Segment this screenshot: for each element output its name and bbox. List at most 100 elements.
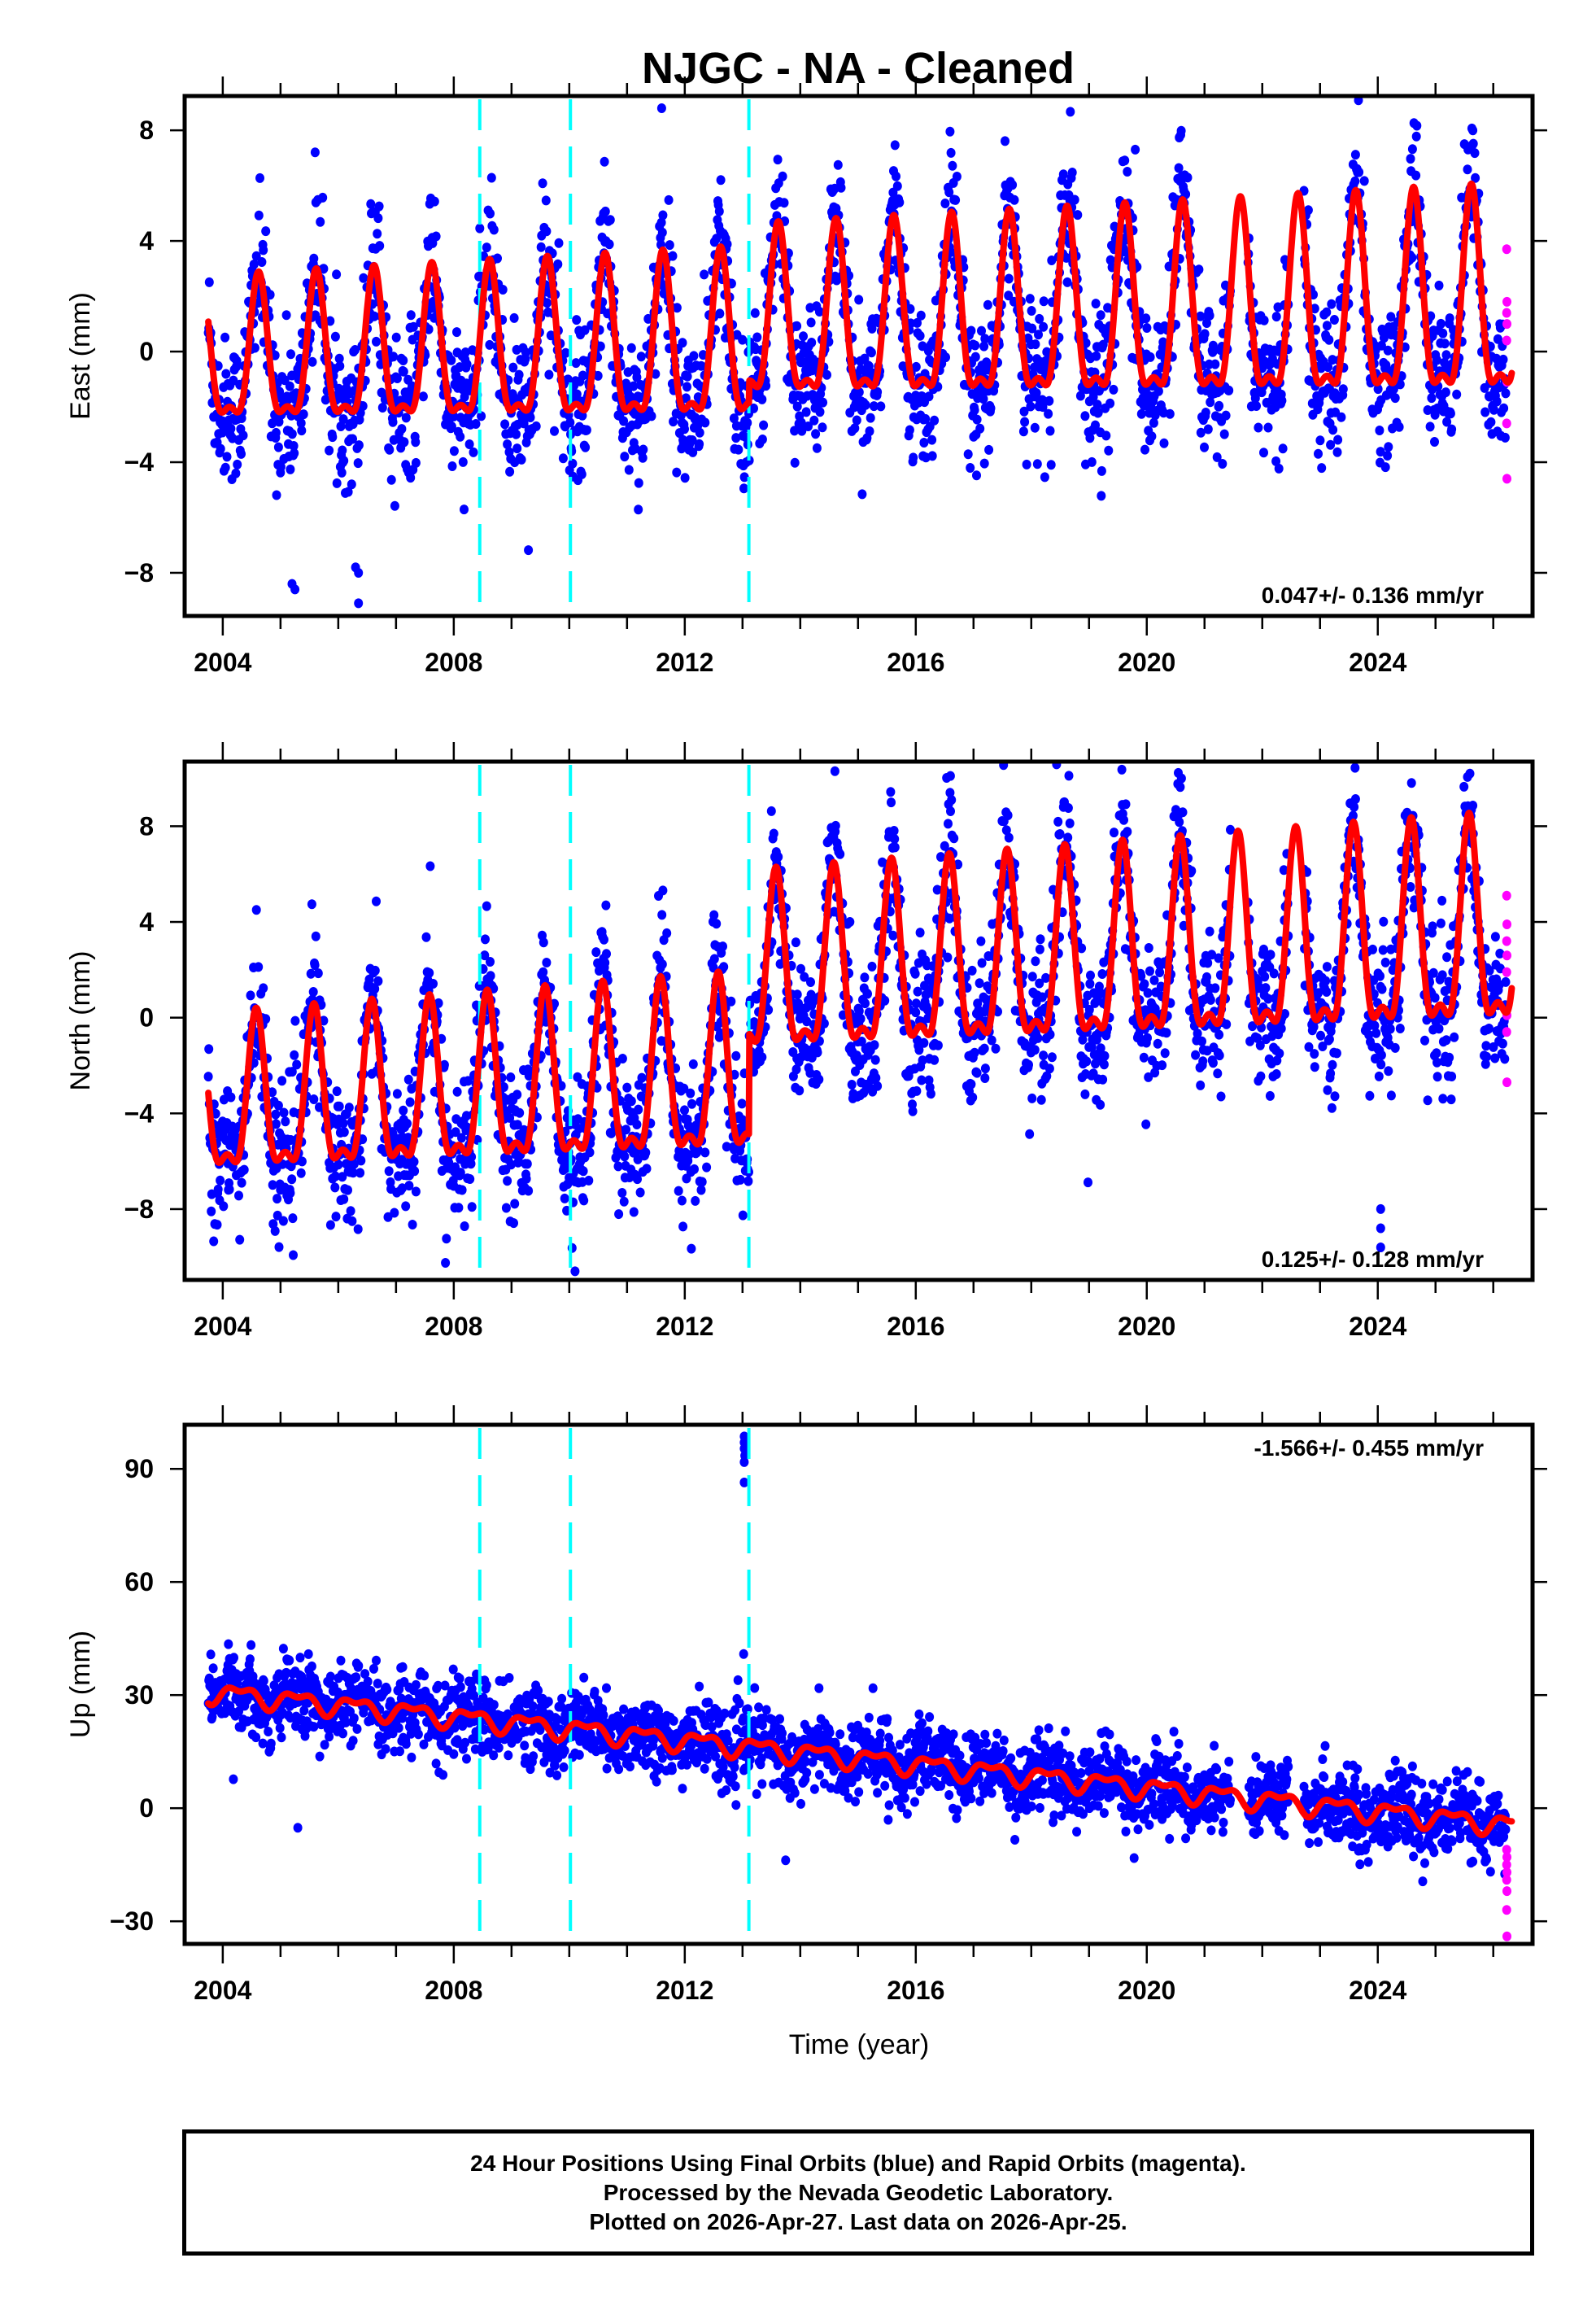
final-orbit-point [916, 310, 926, 321]
final-orbit-point [1159, 438, 1169, 448]
final-orbit-point [635, 1187, 645, 1198]
final-orbit-point [657, 959, 667, 970]
final-orbit-point [977, 958, 987, 968]
final-orbit-point [822, 369, 831, 380]
final-orbit-point [1176, 125, 1186, 136]
final-orbit-point [887, 797, 896, 808]
final-orbit-point [514, 369, 524, 380]
final-orbit-point [632, 1120, 642, 1129]
final-orbit-point [1263, 422, 1273, 433]
final-orbit-point [927, 435, 937, 445]
final-orbit-point [919, 1037, 929, 1048]
final-orbit-point [1096, 310, 1105, 321]
final-orbit-point [869, 401, 879, 412]
final-orbit-point [406, 310, 416, 321]
final-orbit-point [462, 359, 472, 369]
final-orbit-point [1087, 456, 1097, 467]
final-orbit-point [337, 467, 347, 478]
final-orbit-point [449, 446, 459, 456]
final-orbit-point [270, 1225, 280, 1236]
final-orbit-point [1394, 421, 1404, 432]
final-orbit-point [1035, 313, 1044, 324]
final-orbit-point [460, 391, 469, 402]
final-orbit-point [1501, 388, 1511, 399]
final-orbit-point [1332, 1048, 1341, 1059]
final-orbit-point [447, 355, 456, 365]
final-orbit-point [1091, 420, 1100, 430]
final-orbit-point [1500, 432, 1510, 443]
final-orbit-point [1147, 431, 1157, 442]
final-orbit-point [1153, 1038, 1162, 1049]
final-orbit-point [845, 917, 855, 927]
final-orbit-point [911, 1007, 921, 1018]
final-orbit-point [991, 1043, 1001, 1054]
final-orbit-point [731, 433, 741, 443]
final-orbit-point [1278, 443, 1288, 454]
final-orbit-point [1436, 318, 1446, 329]
final-orbit-point [1350, 794, 1360, 804]
final-orbit-point [976, 936, 986, 946]
final-orbit-point [401, 413, 411, 423]
final-orbit-point [1271, 312, 1281, 322]
final-orbit-point [399, 1105, 408, 1116]
final-orbit-point [1140, 444, 1149, 455]
x-tick-label: 2012 [656, 648, 713, 677]
final-orbit-point [1480, 407, 1490, 417]
final-orbit-point [712, 919, 722, 929]
final-orbit-point [279, 1107, 289, 1118]
final-orbit-point [970, 352, 980, 362]
final-orbit-point [339, 456, 349, 466]
final-orbit-point [987, 1035, 996, 1046]
final-orbit-point [635, 392, 645, 403]
final-orbit-point [892, 171, 900, 181]
final-orbit-point [792, 989, 802, 1000]
final-orbit-point [1063, 832, 1073, 843]
final-orbit-point [542, 958, 552, 967]
final-orbit-point [1158, 1060, 1167, 1071]
final-orbit-point [620, 452, 630, 462]
final-orbit-point [1250, 393, 1260, 404]
final-orbit-point [1036, 1094, 1046, 1105]
final-orbit-point [948, 160, 957, 171]
final-orbit-point [1330, 1091, 1340, 1102]
final-orbit-point [865, 426, 874, 436]
final-orbit-point [1098, 339, 1108, 350]
final-orbit-point [1209, 345, 1219, 356]
final-orbit-point [796, 417, 806, 428]
final-orbit-point [1047, 255, 1057, 265]
final-orbit-point [856, 1014, 866, 1024]
final-orbit-point [452, 327, 461, 338]
final-orbit-point [1216, 1091, 1226, 1102]
final-orbit-point [334, 353, 344, 364]
final-orbit-point [251, 251, 261, 261]
final-orbit-point [273, 1194, 282, 1204]
final-orbit-point [386, 474, 396, 485]
final-orbit-point [353, 458, 363, 469]
final-orbit-point [281, 310, 291, 321]
final-orbit-point [1039, 296, 1049, 307]
final-orbit-point [372, 336, 381, 347]
final-orbit-point [657, 910, 667, 920]
final-orbit-point [1321, 976, 1331, 986]
final-orbit-point [1333, 435, 1343, 445]
final-orbit-point [678, 1221, 688, 1232]
final-orbit-point [403, 1074, 413, 1085]
final-orbit-point [1082, 1056, 1092, 1067]
final-orbit-point [687, 1098, 696, 1109]
final-orbit-point [465, 1174, 475, 1184]
final-orbit-point [519, 418, 529, 429]
final-orbit-point [254, 210, 264, 221]
final-orbit-point [1206, 397, 1215, 408]
final-orbit-point [286, 1188, 295, 1199]
final-orbit-point [715, 308, 725, 319]
final-orbit-point [695, 427, 704, 438]
final-orbit-point [1214, 1050, 1224, 1061]
final-orbit-point [850, 423, 860, 434]
final-orbit-point [460, 1221, 469, 1231]
final-orbit-point [634, 1104, 643, 1115]
final-orbit-point [688, 447, 698, 457]
final-orbit-point [411, 1186, 421, 1197]
final-orbit-point [680, 473, 690, 483]
outlier-point [310, 147, 320, 158]
final-orbit-point [639, 444, 648, 455]
